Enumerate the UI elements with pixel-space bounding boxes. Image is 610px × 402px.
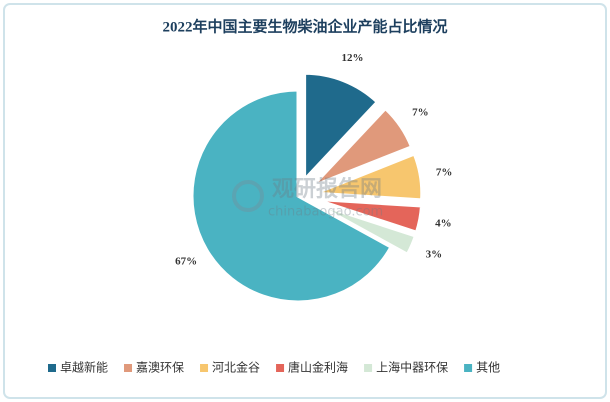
legend-label: 唐山金利海 [288,360,348,375]
pie-slice [303,71,380,184]
value-label: 3% [426,248,443,260]
legend-label: 嘉澳环保 [136,361,184,375]
pie-slice [315,152,424,202]
chart-title: 2022年中国主要生物柴油企业产能占比情况 [162,17,447,35]
legend-label: 卓越新能 [60,360,108,375]
pie: 12% 7% 7% 4% 3% 67% [175,52,453,304]
legend-swatch [364,364,373,372]
watermark-logo [232,180,264,212]
legend-label: 河北金谷 [212,360,260,375]
legend-swatch [464,364,473,372]
watermark-text: 观研报告网 [272,177,382,202]
value-label: 12% [341,52,363,64]
watermark: 观研报告网 chinabaogao.com [232,177,383,220]
pie-slice [313,201,418,257]
legend: 卓越新能 嘉澳环保 河北金谷 唐山金利海 上海中器环保 其他 [48,360,500,375]
pie-slice [315,197,424,235]
legend-swatch [200,364,209,372]
value-label: 67% [175,256,197,268]
legend-label: 上海中器环保 [376,360,448,375]
watermark-url: chinabaogao.com [268,205,383,220]
value-label: 7% [412,106,429,118]
legend-swatch [124,364,133,372]
legend-label: 其他 [476,361,500,375]
legend-swatch [48,364,56,372]
value-label: 7% [436,166,453,178]
value-label: 4% [435,217,452,229]
pie-slice [311,106,414,188]
pie-slice [190,88,393,304]
legend-swatch [276,364,285,372]
